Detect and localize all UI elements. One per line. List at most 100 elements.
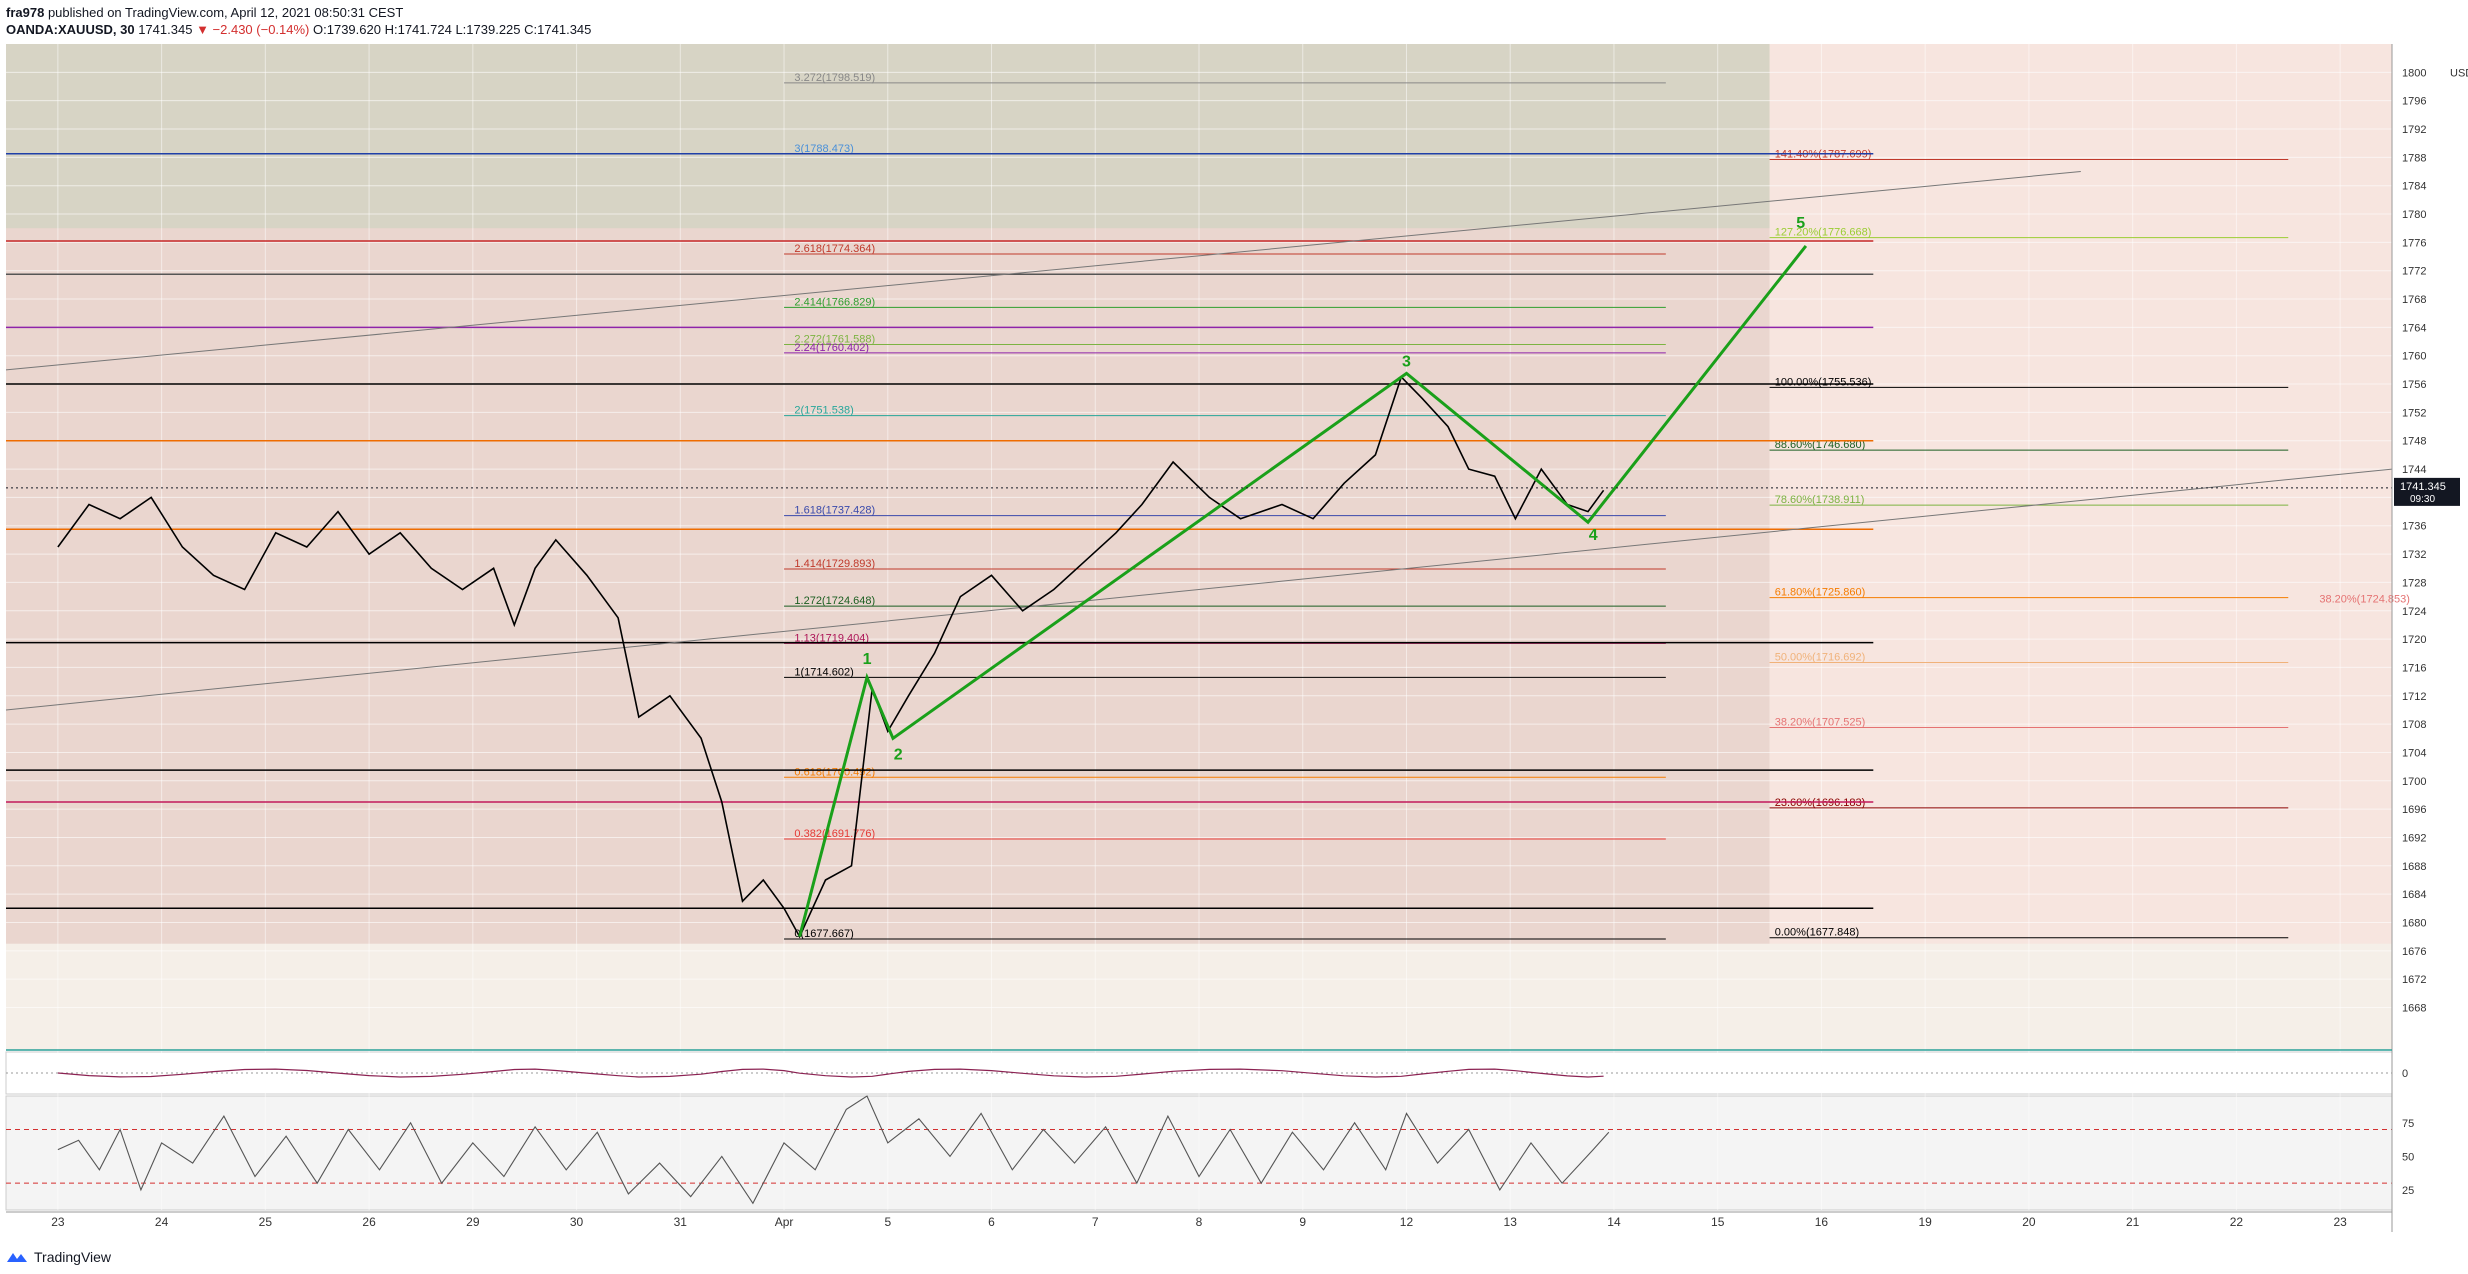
y-tick-label: 1680	[2402, 917, 2426, 929]
x-tick-label: 15	[1711, 1215, 1725, 1229]
y-tick-label: 1672	[2402, 974, 2426, 986]
y-tick-label: 1712	[2402, 691, 2426, 703]
y-tick-label: 1776	[2402, 237, 2426, 249]
y-tick-label: 1768	[2402, 294, 2426, 306]
tradingview-logo-icon[interactable]	[6, 1250, 28, 1264]
x-tick-label: 25	[259, 1215, 273, 1229]
y-tick-label: 1668	[2402, 1002, 2426, 1014]
y-tick-label: 1716	[2402, 662, 2426, 674]
x-tick-label: 24	[155, 1215, 169, 1229]
x-tick-label: 19	[1918, 1215, 1932, 1229]
x-tick-label: 29	[466, 1215, 480, 1229]
ohlc-high: H:1741.724	[384, 22, 452, 37]
osc-line	[57, 1068, 1604, 1078]
y-tick-label: 1720	[2402, 634, 2426, 646]
elliott-wave-line[interactable]	[798, 244, 1808, 937]
y-tick-label: 1780	[2402, 209, 2426, 221]
y-tick-label: 1752	[2402, 407, 2426, 419]
y-tick-label: 1784	[2402, 181, 2426, 193]
y-tick-label: 1724	[2402, 606, 2426, 618]
y-tick-label: 1676	[2402, 946, 2426, 958]
author-name[interactable]: fra978	[6, 5, 45, 20]
x-tick-label: 22	[2230, 1215, 2244, 1229]
currency-label: USD	[2450, 67, 2468, 79]
fib-extension-label: 2.618(1774.364)	[794, 243, 875, 255]
fib-retracement-label: 127.20%(1776.668)	[1775, 227, 1872, 239]
last-price-badge	[2394, 477, 2460, 506]
wave-label: 3	[1402, 353, 1411, 370]
y-tick-label: 1748	[2402, 436, 2426, 448]
fib-extension-label: 2.24(1760.402)	[794, 342, 869, 354]
y-tick-label: 1728	[2402, 577, 2426, 589]
last-price-header: 1741.345	[138, 22, 193, 37]
y-tick-label: 1800	[2402, 67, 2426, 79]
fib-zone-right	[1769, 44, 2392, 944]
y-tick-label: 1692	[2402, 832, 2426, 844]
fib-retracement-label: 100.00%(1755.536)	[1775, 376, 1872, 388]
wave-label: 2	[894, 747, 903, 764]
rsi-line	[57, 1095, 1610, 1205]
y-tick-label: 1700	[2402, 776, 2426, 788]
fib-retracement-label: 61.80%(1725.860)	[1775, 587, 1866, 599]
x-tick-label: 21	[2126, 1215, 2140, 1229]
fib-extension-label: 0.382(1691.776)	[794, 828, 875, 840]
price-line[interactable]	[57, 375, 1605, 939]
y-tick-label: 1744	[2402, 464, 2426, 476]
fib-extension-label: 0(1677.667)	[794, 928, 853, 940]
x-tick-label: 20	[2022, 1215, 2036, 1229]
osc-tick-label: 0	[2402, 1068, 2408, 1080]
fib-extension-label: 3(1788.473)	[794, 143, 853, 155]
y-tick-label: 1732	[2402, 549, 2426, 561]
ohlc-close: C:1741.345	[524, 22, 592, 37]
y-tick-label: 1792	[2402, 124, 2426, 136]
fib-extension-label: 1(1714.602)	[794, 666, 853, 678]
fib-extra-label: 38.20%(1724.853)	[2319, 594, 2410, 606]
y-tick-label: 1688	[2402, 861, 2426, 873]
x-tick-label: 31	[674, 1215, 688, 1229]
fib-extension-label: 1.618(1737.428)	[794, 505, 875, 517]
fib-retracement-label: 50.00%(1716.692)	[1775, 652, 1866, 664]
price-chart[interactable]: 23 24 25 26 29 30 31 Apr 5 6 7 8 9 12 13 14 15 16 19 20 21 22…	[0, 38, 2468, 1246]
published-info: published on TradingView.com, April 12, …	[47, 5, 404, 20]
fib-extension-label: 3.272(1798.519)	[794, 72, 875, 84]
trend-line-lower	[5, 468, 2393, 711]
y-tick-label: 1788	[2402, 152, 2426, 164]
x-tick-label: 5	[884, 1215, 891, 1229]
rsi-tick-label: 50	[2402, 1151, 2414, 1163]
fib-retracement-label: 88.60%(1746.680)	[1775, 439, 1866, 451]
x-tick-label: 7	[1092, 1215, 1099, 1229]
price-change: ▼ −2.430 (−0.14%)	[196, 22, 310, 37]
fib-retracement-label: 0.00%(1677.848)	[1775, 927, 1859, 939]
x-tick-label: Apr	[775, 1215, 794, 1229]
fib-extension-label: 1.272(1724.648)	[794, 595, 875, 607]
y-tick-label: 1704	[2402, 747, 2426, 759]
fib-retracement-label: 23.60%(1696.183)	[1775, 797, 1866, 809]
y-tick-label: 1696	[2402, 804, 2426, 816]
fib-extension-label: 1.414(1729.893)	[794, 558, 875, 570]
fib-retracement-label: 38.20%(1707.525)	[1775, 716, 1866, 728]
fib-extension-label: 2(1751.538)	[794, 405, 853, 417]
footer: TradingView	[6, 1246, 111, 1268]
y-tick-label: 1772	[2402, 266, 2426, 278]
chart-header: fra978 published on TradingView.com, Apr…	[6, 4, 1806, 40]
rsi-tick-label: 75	[2402, 1118, 2414, 1130]
fib-extension-label: 2.414(1766.829)	[794, 296, 875, 308]
trend-line-upper	[5, 171, 2081, 371]
x-tick-label: 23	[2333, 1215, 2347, 1229]
y-tick-label: 1736	[2402, 521, 2426, 533]
symbol-label[interactable]: OANDA:XAUUSD, 30	[6, 22, 135, 37]
wave-label: 1	[863, 651, 872, 668]
rsi-tick-label: 25	[2402, 1185, 2414, 1197]
x-tick-label: 13	[1504, 1215, 1518, 1229]
y-tick-label: 1764	[2402, 322, 2426, 334]
wave-label: 4	[1589, 527, 1598, 544]
fib-extension-label: 2.272(1761.588)	[794, 333, 875, 345]
fib-retracement-label: 78.60%(1738.911)	[1775, 494, 1865, 506]
wave-label: 5	[1796, 215, 1805, 232]
ohlc-low: L:1739.225	[455, 22, 521, 37]
y-tick-label: 1708	[2402, 719, 2426, 731]
x-tick-label: 23	[51, 1215, 65, 1229]
x-tick-label: 6	[988, 1215, 995, 1229]
tradingview-brand[interactable]: TradingView	[34, 1249, 112, 1265]
fib-extension-label: 1.13(1719.404)	[794, 632, 869, 644]
